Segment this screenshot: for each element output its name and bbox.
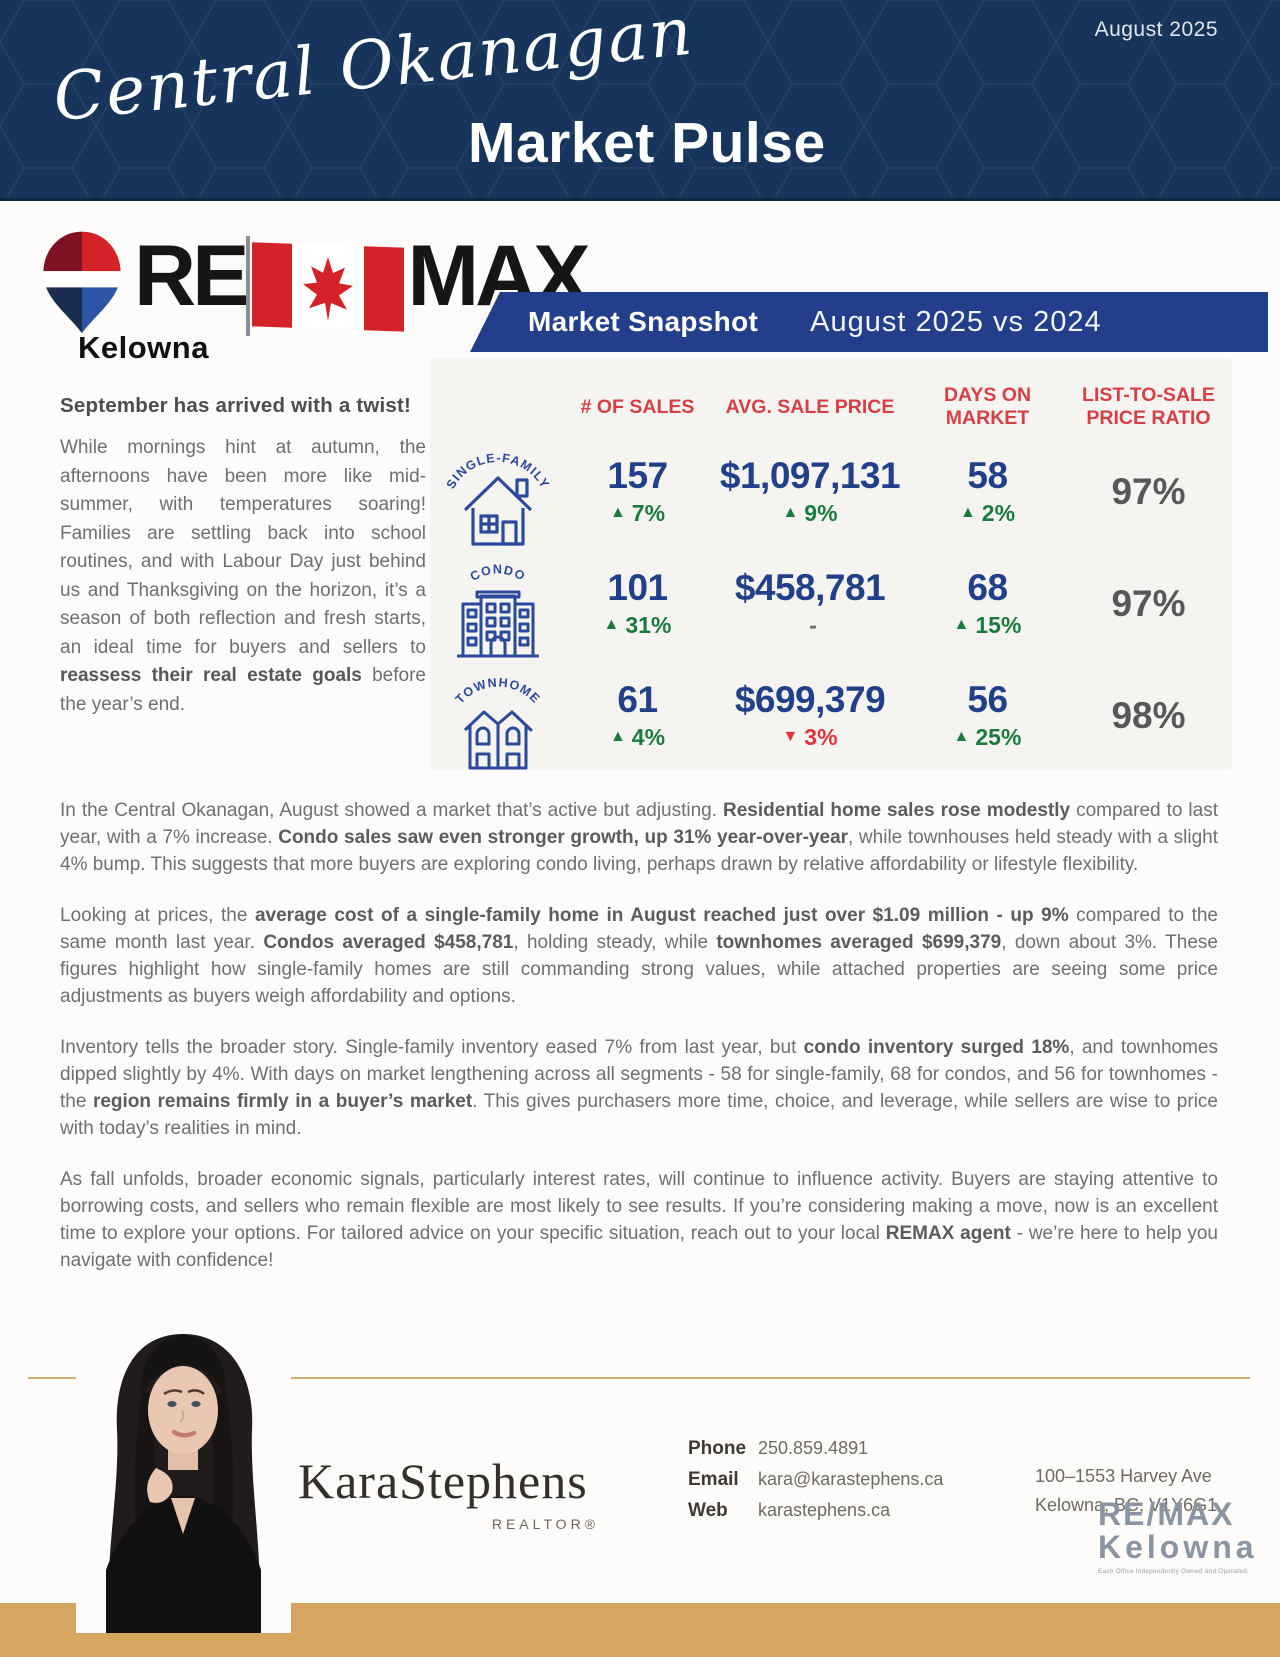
th-days-change: ▲ 25% [953, 723, 1022, 750]
article-paragraph-2: Looking at prices, the average cost of a… [60, 904, 1219, 1007]
brokerage-disclaimer: Each Office Independently Owned and Oper… [1098, 1568, 1249, 1576]
agent-photo [76, 1318, 291, 1633]
townhome-icon: TOWNHOME [430, 660, 565, 772]
svg-text:CONDO: CONDO [467, 563, 527, 584]
th-price-cell: $699,379 ▼ 3% [710, 660, 910, 772]
sf-price-value: $1,097,131 [719, 455, 901, 497]
newsletter-title: Market Pulse [468, 111, 826, 175]
condo-ratio-value: 97% [1111, 583, 1186, 624]
agent-name: KaraStephens [298, 1453, 588, 1509]
sf-sales-cell: 157 ▲ 7% [565, 436, 710, 548]
condo-building-icon: CONDO [430, 548, 565, 660]
intro-paragraph: While mornings hint at autumn, the after… [60, 437, 426, 715]
logo-re-text: RE [134, 228, 249, 324]
th-sales-cell: 61 ▲ 4% [565, 660, 710, 772]
contact-row-phone: Phone 250.859.4891 [688, 1438, 1008, 1460]
logo-city-text: Kelowna [78, 330, 209, 365]
agent-name-block: KaraStephens REALTOR® [298, 1452, 643, 1532]
remax-balloon-icon [43, 231, 121, 334]
contact-row-email: Email kara@karastephens.ca [688, 1469, 1008, 1491]
column-header-spacer [430, 372, 565, 436]
th-ratio-cell: 98% [1065, 660, 1232, 772]
sf-days-cell: 58 ▲ 2% [910, 436, 1065, 548]
header-banner: August 2025 Central Okanagan Market Puls… [0, 0, 1280, 201]
condo-days-cell: 68 ▲ 15% [910, 548, 1065, 660]
address-line-1: 100–1553 Harvey Ave [1035, 1466, 1212, 1486]
article-body: In the Central Okanagan, August showed a… [60, 798, 1218, 1299]
sf-ratio-value: 97% [1111, 471, 1186, 512]
contact-row-web: Web karastephens.ca [688, 1500, 1008, 1522]
sf-price-change: ▲ 9% [782, 499, 838, 526]
condo-price-cell: $458,781 - [710, 548, 910, 660]
th-sales-change: ▲ 4% [609, 723, 666, 750]
column-header-days: DAYS ON MARKET [943, 384, 1032, 429]
web-label: Web [688, 1500, 728, 1521]
phone-label: Phone [688, 1438, 747, 1459]
market-snapshot-table: # OF SALES AVG. SALE PRICE DAYS ON MARKE… [430, 358, 1232, 770]
th-price-value: $699,379 [734, 679, 886, 721]
gold-divider-line [28, 1377, 1250, 1379]
office-address: 100–1553 Harvey Ave Kelowna, BC, V1Y6G1 [1035, 1462, 1217, 1520]
th-price-change: ▼ 3% [782, 723, 838, 750]
sf-ratio-cell: 97% [1065, 436, 1232, 548]
brokerage-remax-text: RE/MAX [1098, 1496, 1235, 1532]
condo-price-change: - [809, 611, 817, 638]
sf-sales-change: ▲ 7% [609, 499, 666, 526]
market-snapshot-banner: Market Snapshot August 2025 vs 2024 [470, 292, 1268, 352]
condo-price-value: $458,781 [734, 567, 886, 609]
address-line-2: Kelowna, BC, V1Y6G1 [1035, 1494, 1218, 1515]
th-ratio-value: 98% [1111, 695, 1186, 736]
th-days-value: 56 [967, 679, 1008, 721]
web-value[interactable]: karastephens.ca [758, 1500, 891, 1520]
sf-price-cell: $1,097,131 ▲ 9% [710, 436, 910, 548]
email-label: Email [688, 1469, 739, 1490]
sf-sales-value: 157 [607, 455, 668, 497]
issue-date: August 2025 [1094, 18, 1218, 41]
th-days-cell: 56 ▲ 25% [910, 660, 1065, 772]
column-header-price: AVG. SALE PRICE [725, 395, 895, 418]
brokerage-city-text: Kelowna [1098, 1529, 1258, 1565]
condo-sales-cell: 101 ▲ 31% [565, 548, 710, 660]
banner-title: Market Snapshot [528, 306, 759, 337]
th-sales-value: 61 [617, 679, 658, 721]
hexagon-pattern [0, 0, 1280, 198]
condo-days-change: ▲ 15% [953, 611, 1022, 638]
condo-ratio-cell: 97% [1065, 548, 1232, 660]
svg-text:TOWNHOME: TOWNHOME [452, 675, 543, 706]
single-family-house-icon: SINGLE-FAMILY [430, 436, 565, 548]
article-paragraph-4: As fall unfolds, broader economic signal… [60, 1168, 1218, 1271]
intro-heading: September has arrived with a twist! [60, 394, 412, 417]
condo-sales-value: 101 [607, 567, 668, 609]
agent-title: REALTOR® [491, 1516, 599, 1532]
article-paragraph-1: In the Central Okanagan, August showed a… [60, 800, 1218, 875]
banner-subtitle: August 2025 vs 2024 [810, 305, 1102, 338]
sf-days-change: ▲ 2% [959, 499, 1016, 526]
phone-value: 250.859.4891 [758, 1438, 869, 1458]
condo-days-value: 68 [967, 567, 1008, 609]
brokerage-logo: RE/MAX Kelowna Each Office Independently… [1098, 1498, 1268, 1575]
intro-column: September has arrived with a twist! Whil… [60, 394, 426, 719]
svg-text:SINGLE-FAMILY: SINGLE-FAMILY [443, 451, 552, 491]
email-value[interactable]: kara@karastephens.ca [758, 1469, 944, 1489]
canada-flag-icon [243, 236, 411, 345]
article-paragraph-3: Inventory tells the broader story. Singl… [60, 1036, 1218, 1139]
column-header-sales: # OF SALES [580, 395, 695, 418]
column-header-ratio: LIST-TO-SALE PRICE RATIO [1082, 384, 1215, 429]
condo-sales-change: ▲ 31% [603, 611, 672, 638]
contact-block: Phone 250.859.4891 Email kara@karastephe… [688, 1438, 1008, 1531]
sf-days-value: 58 [967, 455, 1008, 497]
